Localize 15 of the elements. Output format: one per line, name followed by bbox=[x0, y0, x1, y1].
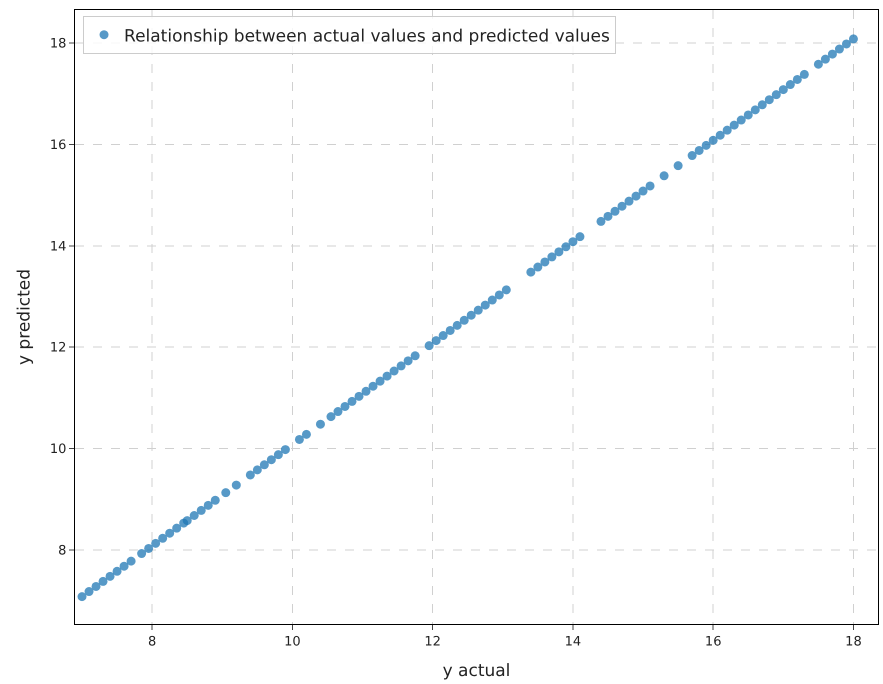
y-tick-label: 8 bbox=[58, 544, 66, 559]
x-tick-label: 8 bbox=[148, 634, 156, 650]
y-tick-label: 18 bbox=[50, 36, 66, 52]
x-tick-label: 16 bbox=[704, 634, 722, 650]
y-tick-label: 16 bbox=[50, 138, 66, 153]
legend-label: Relationship between actual values and predicted values bbox=[124, 26, 610, 46]
x-tick-label: 10 bbox=[284, 634, 301, 650]
x-tick-label: 12 bbox=[424, 634, 441, 650]
y-tick-label: 12 bbox=[50, 340, 66, 356]
y-axis-title: y predicted bbox=[14, 268, 34, 366]
x-tick-label: 14 bbox=[564, 634, 582, 650]
y-tick-label: 10 bbox=[50, 442, 66, 458]
x-tick-label: 18 bbox=[845, 634, 862, 650]
y-tick-label: 14 bbox=[50, 239, 66, 254]
x-axis-title: y actual bbox=[442, 661, 510, 681]
